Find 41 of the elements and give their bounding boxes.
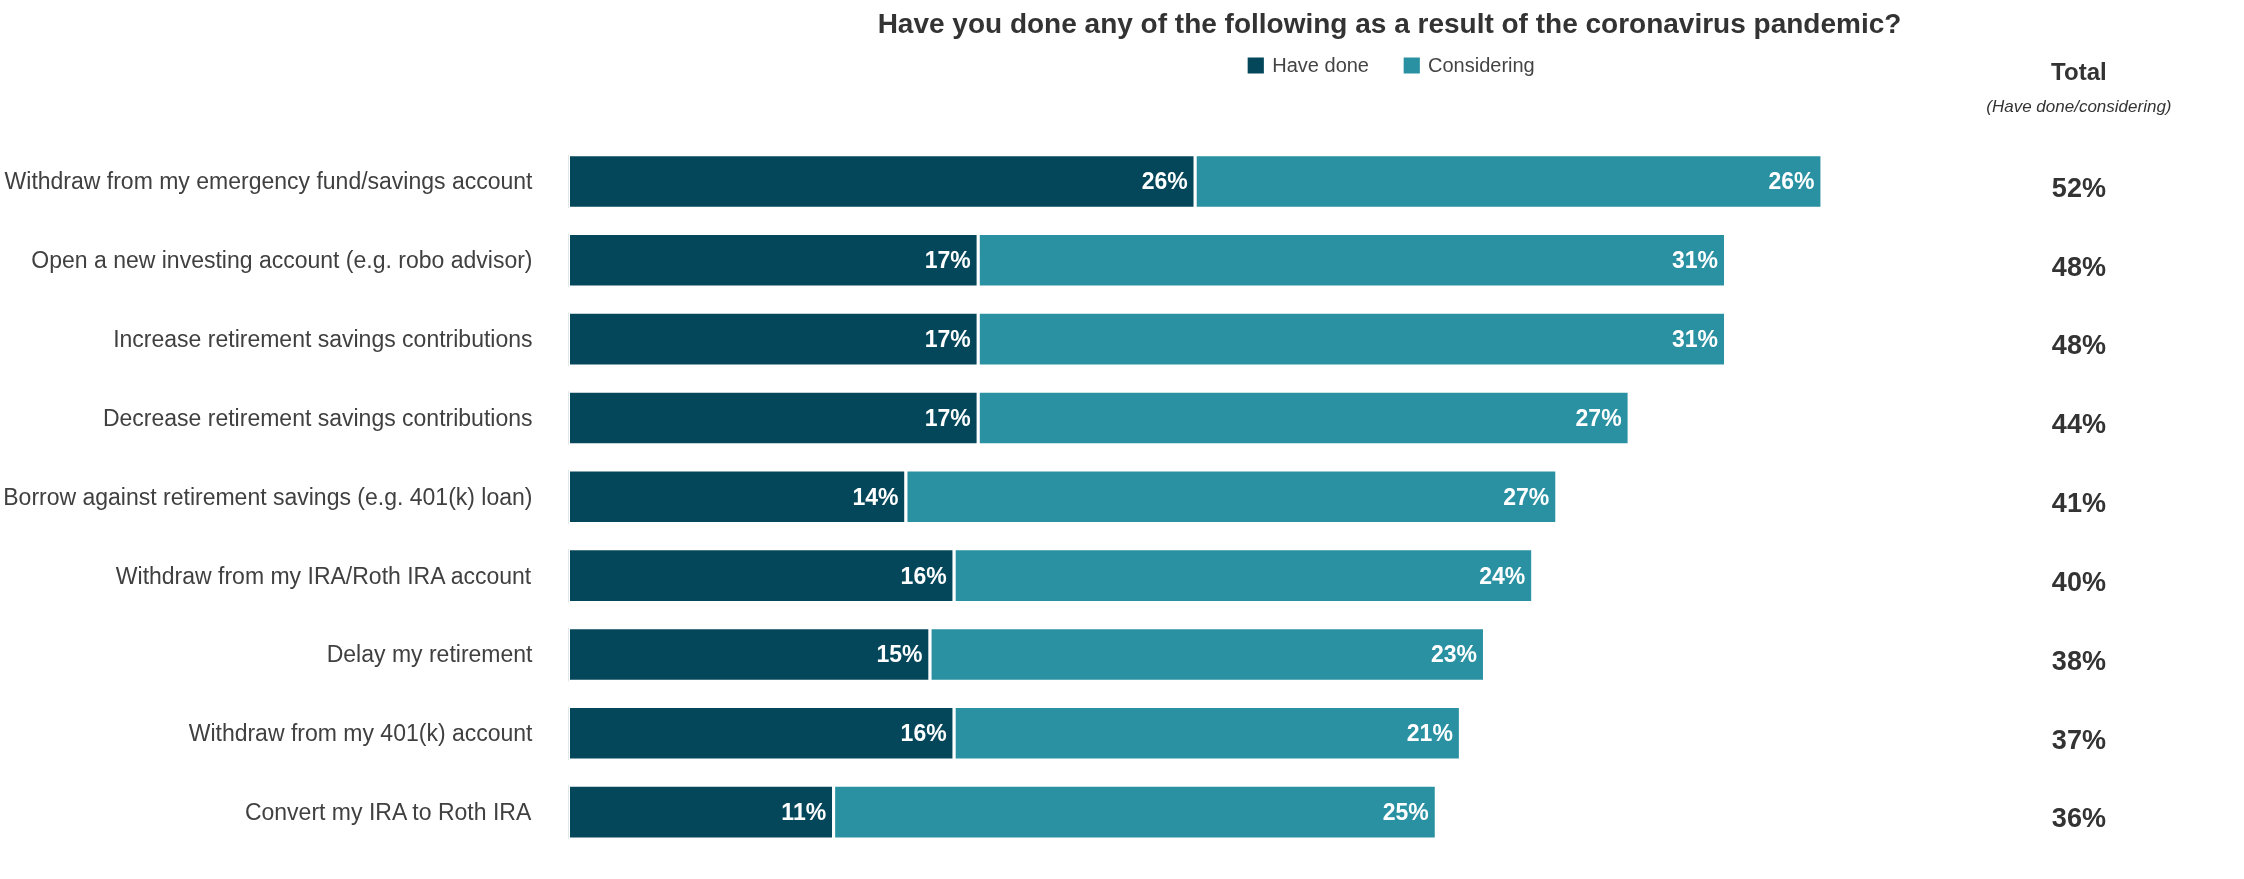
data-label: 17% [924, 247, 971, 274]
data-label: 16% [900, 562, 947, 589]
data-label: 17% [924, 404, 971, 431]
text: 37% [2051, 724, 2106, 755]
y-tick-label: Borrow against retirement savings (e.g. 401(k) loan) [3, 483, 533, 510]
text: 41% [2051, 488, 2106, 519]
data-label: 27% [1503, 483, 1550, 510]
data-label: 27% [1575, 404, 1622, 431]
data-label: 26% [1141, 168, 1188, 195]
data-label: 23% [1430, 641, 1477, 668]
text: 38% [2051, 645, 2106, 676]
y-tick-label: Withdraw from my 401(k) account [188, 720, 534, 747]
data-label: 15% [876, 641, 923, 668]
y-tick-label: Open a new investing account (e.g. robo advisor) [31, 247, 533, 274]
y-tick-label: Withdraw from my IRA/Roth IRA account [115, 562, 532, 589]
data-label: 11% [781, 799, 827, 826]
y-tick-label: Increase retirement savings contributions [113, 326, 533, 353]
text: 52% [2051, 172, 2106, 203]
data-label: 14% [852, 483, 899, 510]
chart-title: Have you done any of the following as a result of the coronavirus pandemic? [877, 7, 1902, 39]
data-label: 17% [924, 326, 971, 353]
y-tick-label: Decrease retirement savings contributions [102, 404, 533, 431]
data-label: 31% [1671, 326, 1719, 353]
text: (Have done/considering) [1986, 97, 2172, 117]
text: 48% [2051, 330, 2106, 361]
data-label: 21% [1406, 720, 1453, 747]
data-label: 26% [1768, 168, 1815, 195]
text: 44% [2051, 409, 2106, 440]
text: 48% [2051, 251, 2106, 282]
text: Total [2051, 57, 2107, 85]
data-label: 25% [1382, 799, 1429, 826]
y-tick-label: Delay my retirement [326, 641, 534, 668]
text: 40% [2051, 566, 2106, 597]
text: 36% [2051, 803, 2106, 834]
legend-label: Considering [1428, 53, 1535, 77]
data-label: 31% [1671, 247, 1719, 274]
y-tick-label: Convert my IRA to Roth IRA [244, 799, 532, 826]
y-tick-label: Withdraw from my emergency fund/savings account [4, 168, 534, 195]
data-label: 16% [900, 720, 947, 747]
legend-label: Have done [1272, 53, 1370, 77]
data-label: 24% [1479, 562, 1526, 589]
